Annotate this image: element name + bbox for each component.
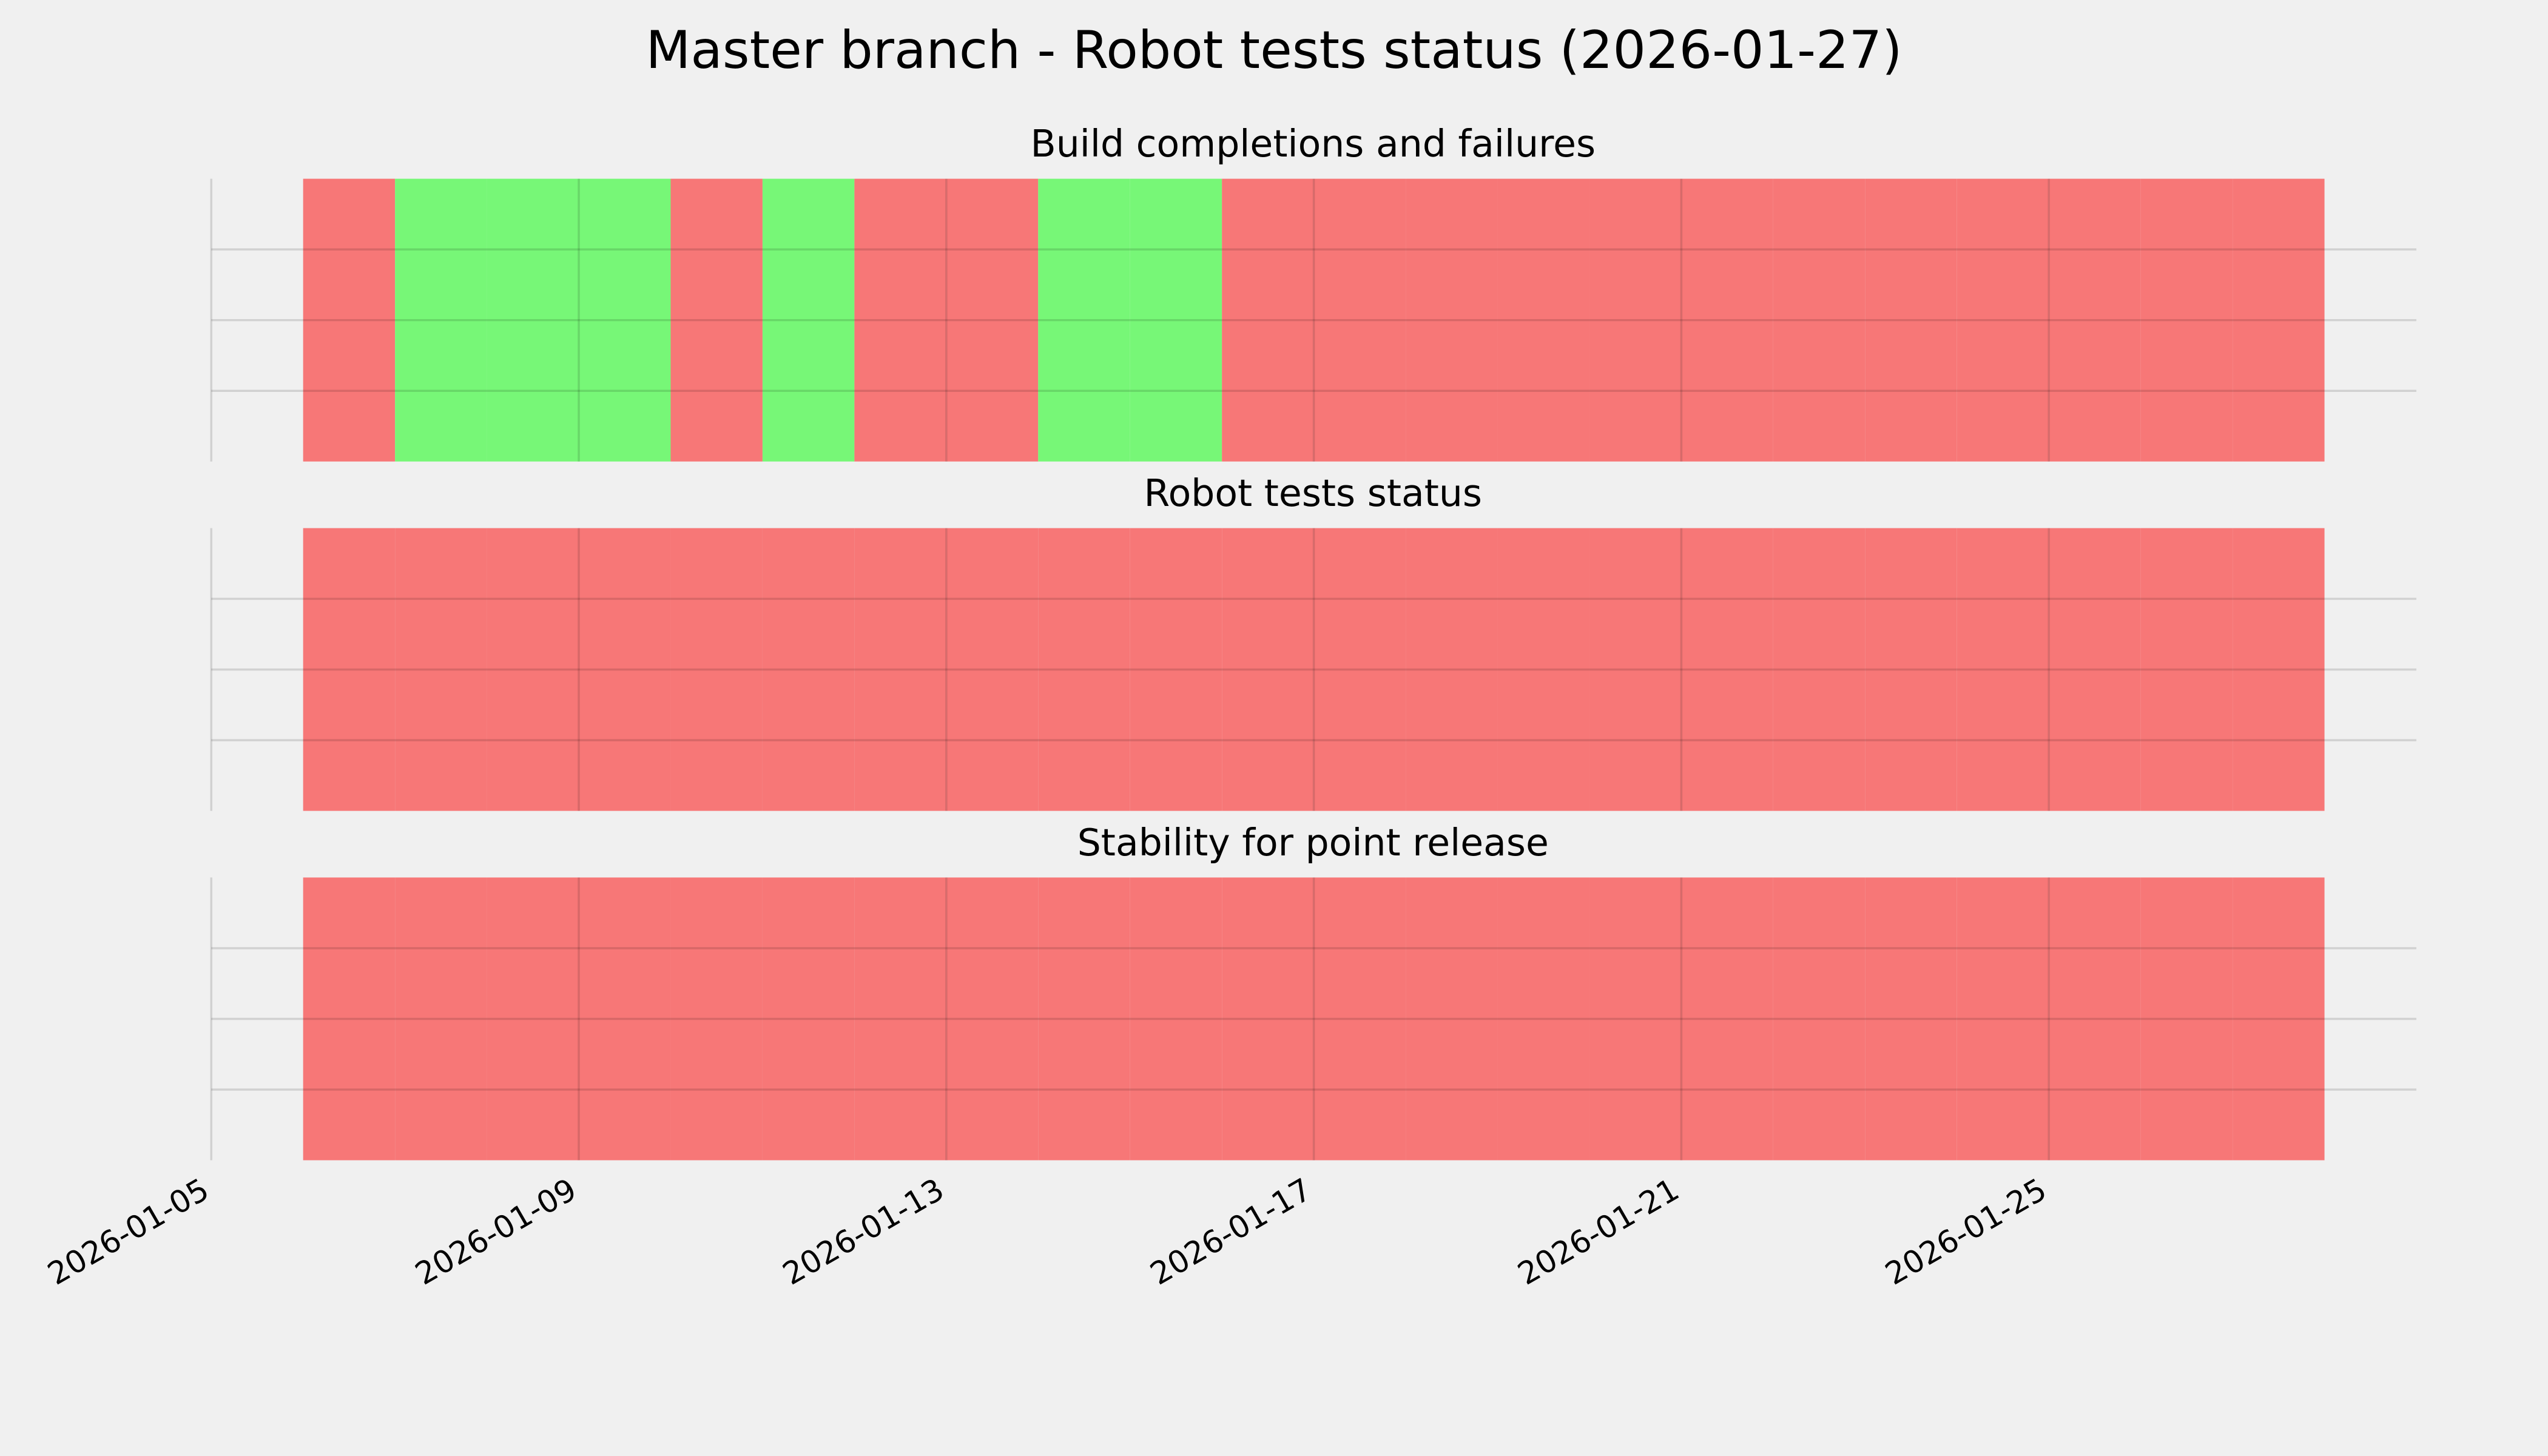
status-bar <box>487 877 579 1161</box>
status-bar <box>1589 178 1682 462</box>
status-bar <box>303 877 396 1161</box>
status-bar <box>1956 528 2049 811</box>
status-bar <box>395 877 487 1161</box>
status-bar <box>1130 877 1222 1161</box>
status-bar <box>1865 877 1957 1161</box>
status-bar <box>2049 178 2141 462</box>
status-bar <box>2049 877 2141 1161</box>
status-bar <box>2140 528 2233 811</box>
status-bar <box>1222 178 1314 462</box>
status-bar <box>1130 178 1222 462</box>
status-bar <box>1222 528 1314 811</box>
status-bar <box>1773 877 1866 1161</box>
status-bar <box>1313 178 1406 462</box>
status-bar <box>1589 528 1682 811</box>
status-bar <box>579 528 671 811</box>
status-bar <box>303 178 396 462</box>
status-bar <box>1865 178 1957 462</box>
status-bar <box>762 877 855 1161</box>
status-bar <box>395 528 487 811</box>
status-bar <box>1589 877 1682 1161</box>
status-bar <box>2049 528 2141 811</box>
status-bar <box>1130 528 1222 811</box>
status-bar <box>854 528 946 811</box>
figure-title: Master branch - Robot tests status (2026… <box>645 20 1902 81</box>
status-bar <box>670 178 763 462</box>
status-bar <box>1865 528 1957 811</box>
status-bar <box>946 877 1039 1161</box>
status-bar <box>1406 528 1498 811</box>
status-bar <box>670 528 763 811</box>
status-bar <box>762 528 855 811</box>
status-bar <box>854 178 946 462</box>
status-bar <box>1038 877 1130 1161</box>
status-bar <box>854 877 946 1161</box>
status-bar <box>946 528 1039 811</box>
status-bar <box>1681 877 1773 1161</box>
status-bar <box>487 178 579 462</box>
status-bar <box>1497 178 1589 462</box>
status-bar <box>2140 877 2233 1161</box>
status-bar <box>762 178 855 462</box>
status-bar <box>1681 528 1773 811</box>
status-bar <box>2233 528 2325 811</box>
status-bar <box>2233 877 2325 1161</box>
status-bar <box>395 178 487 462</box>
status-bar <box>487 528 579 811</box>
status-bar <box>1038 528 1130 811</box>
status-bar <box>1497 877 1589 1161</box>
status-bar <box>1956 178 2049 462</box>
status-bar <box>1681 178 1773 462</box>
status-bar <box>1497 528 1589 811</box>
status-bar <box>946 178 1039 462</box>
status-bar <box>2233 178 2325 462</box>
status-bar <box>1406 877 1498 1161</box>
status-bar <box>1313 877 1406 1161</box>
status-bar <box>1222 877 1314 1161</box>
status-bar <box>2140 178 2233 462</box>
subplot-title: Build completions and failures <box>1030 122 1596 166</box>
status-bar <box>1956 877 2049 1161</box>
status-bar <box>579 178 671 462</box>
subplot-title: Stability for point release <box>1077 821 1549 864</box>
subplot-title: Robot tests status <box>1144 471 1482 515</box>
status-bar <box>1038 178 1130 462</box>
status-bar <box>1313 528 1406 811</box>
status-bar <box>303 528 396 811</box>
status-bar <box>1773 178 1866 462</box>
status-bar <box>670 877 763 1161</box>
status-bar <box>1773 528 1866 811</box>
status-bar <box>1406 178 1498 462</box>
status-bar <box>579 877 671 1161</box>
